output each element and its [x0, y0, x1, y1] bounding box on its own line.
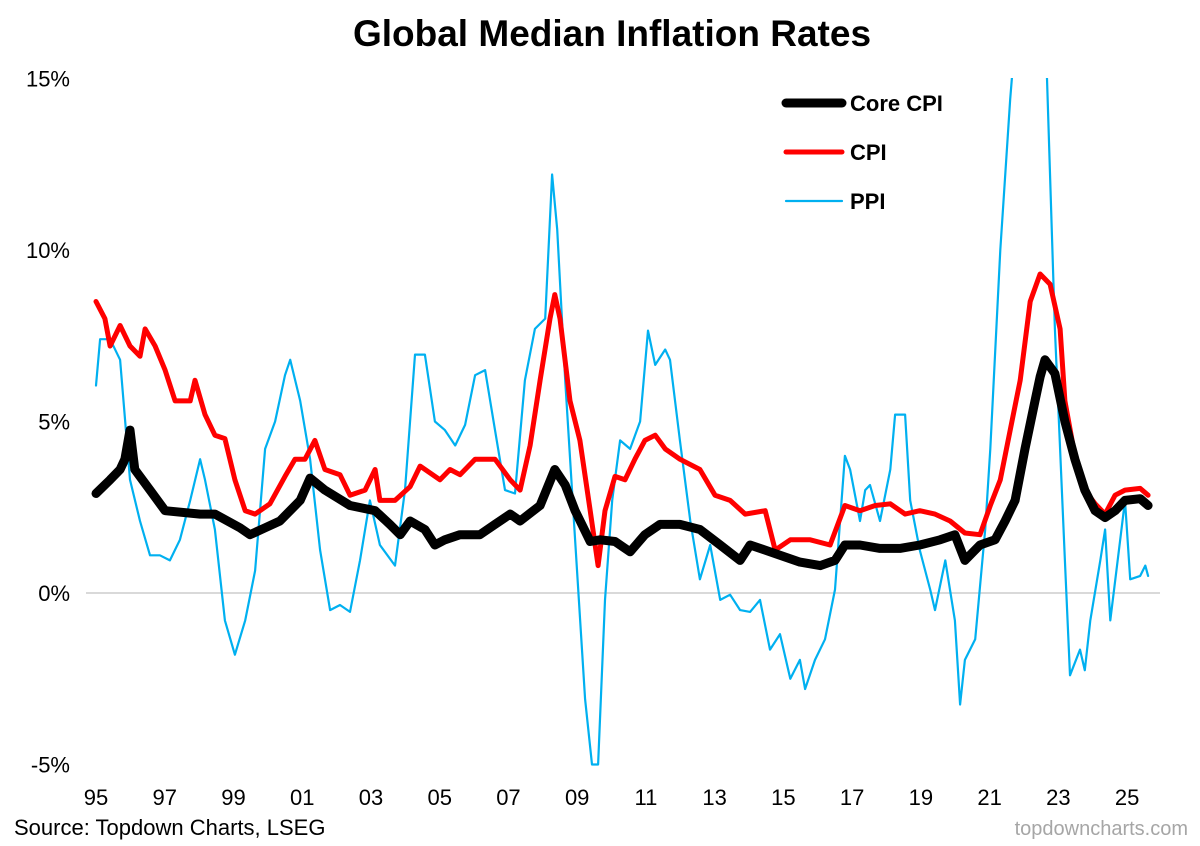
- x-tick-label: 23: [1046, 785, 1070, 810]
- watermark: topdowncharts.com: [1015, 818, 1188, 840]
- x-tick-label: 07: [496, 785, 520, 810]
- y-tick-label: 10%: [26, 238, 70, 263]
- y-tick-label: 15%: [26, 67, 70, 92]
- x-tick-label: 21: [977, 785, 1001, 810]
- x-tick-label: 19: [909, 785, 933, 810]
- chart-title: Global Median Inflation Rates: [353, 13, 871, 54]
- x-tick-label: 01: [290, 785, 314, 810]
- legend-label: Core CPI: [850, 91, 943, 116]
- x-tick-label: 03: [359, 785, 383, 810]
- series-line-cpi: [93, 271, 1151, 569]
- x-tick-label: 99: [221, 785, 245, 810]
- series-line-core-cpi: [91, 355, 1153, 571]
- x-tick-label: 15: [771, 785, 795, 810]
- x-tick-label: 13: [702, 785, 726, 810]
- x-tick-label: 17: [840, 785, 864, 810]
- x-tick-label: 95: [84, 785, 108, 810]
- x-tick-label: 05: [427, 785, 451, 810]
- plot-area: [91, 78, 1153, 766]
- y-tick-label: 5%: [38, 410, 70, 435]
- legend: Core CPI CPI PPI: [781, 91, 943, 214]
- x-tick-label: 11: [634, 785, 657, 810]
- y-tick-label: 0%: [38, 581, 70, 606]
- x-tick-label: 25: [1115, 785, 1139, 810]
- x-tick-label: 09: [565, 785, 589, 810]
- x-tick-label: 97: [152, 785, 176, 810]
- source-note: Source: Topdown Charts, LSEG: [14, 815, 325, 840]
- series-line-ppi: [94, 78, 1150, 766]
- y-tick-label: -5%: [31, 753, 70, 778]
- legend-label: PPI: [850, 189, 885, 214]
- y-axis: -5% 0% 5% 10% 15%: [26, 67, 70, 778]
- legend-label: CPI: [850, 140, 887, 165]
- x-axis: 95 97 99 01 03 05 07 09 11 13 15 17 19 21 23 25: [84, 785, 1140, 810]
